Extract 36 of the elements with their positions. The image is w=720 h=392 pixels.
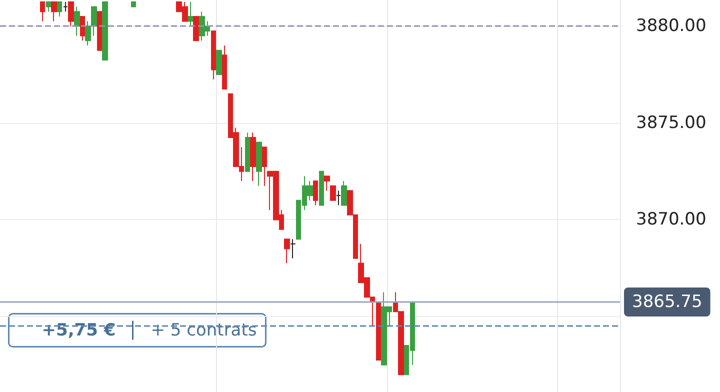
y-tick-label: 3875.00	[636, 112, 706, 133]
candlestick	[336, 190, 341, 206]
candlestick	[211, 30, 216, 80]
candlestick	[330, 185, 336, 201]
candlestick	[250, 132, 256, 182]
candlestick	[85, 20, 91, 46]
candlestick	[284, 238, 290, 264]
annotation: +5,75 €	[42, 320, 116, 340]
y-tick-label: 3880.00	[636, 16, 706, 36]
candlestick	[102, 1, 108, 61]
candlestick	[51, 1, 57, 22]
candlestick	[63, 1, 68, 12]
candlestick	[222, 44, 227, 90]
candlestick	[245, 132, 250, 172]
candlestick	[97, 11, 102, 51]
candlestick	[319, 170, 324, 206]
candlestick	[256, 142, 262, 186]
candlestick	[68, 1, 74, 27]
candlestick	[74, 6, 80, 36]
y-tick-label: 3870.00	[636, 210, 706, 230]
candlestick	[324, 176, 330, 192]
candlestick	[188, 1, 193, 27]
ref-line-label: 3865.75	[632, 292, 702, 312]
candlestick	[262, 146, 267, 186]
candlestick	[376, 301, 381, 361]
candlestick	[46, 1, 51, 12]
candlestick	[40, 1, 45, 22]
candlestick	[131, 1, 136, 8]
candlestick	[91, 6, 97, 36]
candlestick	[80, 16, 85, 42]
candlestick	[216, 50, 222, 76]
candlestick	[341, 180, 347, 206]
candlestick	[313, 180, 318, 206]
candlestick	[57, 1, 62, 17]
candlestick	[290, 238, 296, 259]
candlestick	[193, 16, 199, 42]
